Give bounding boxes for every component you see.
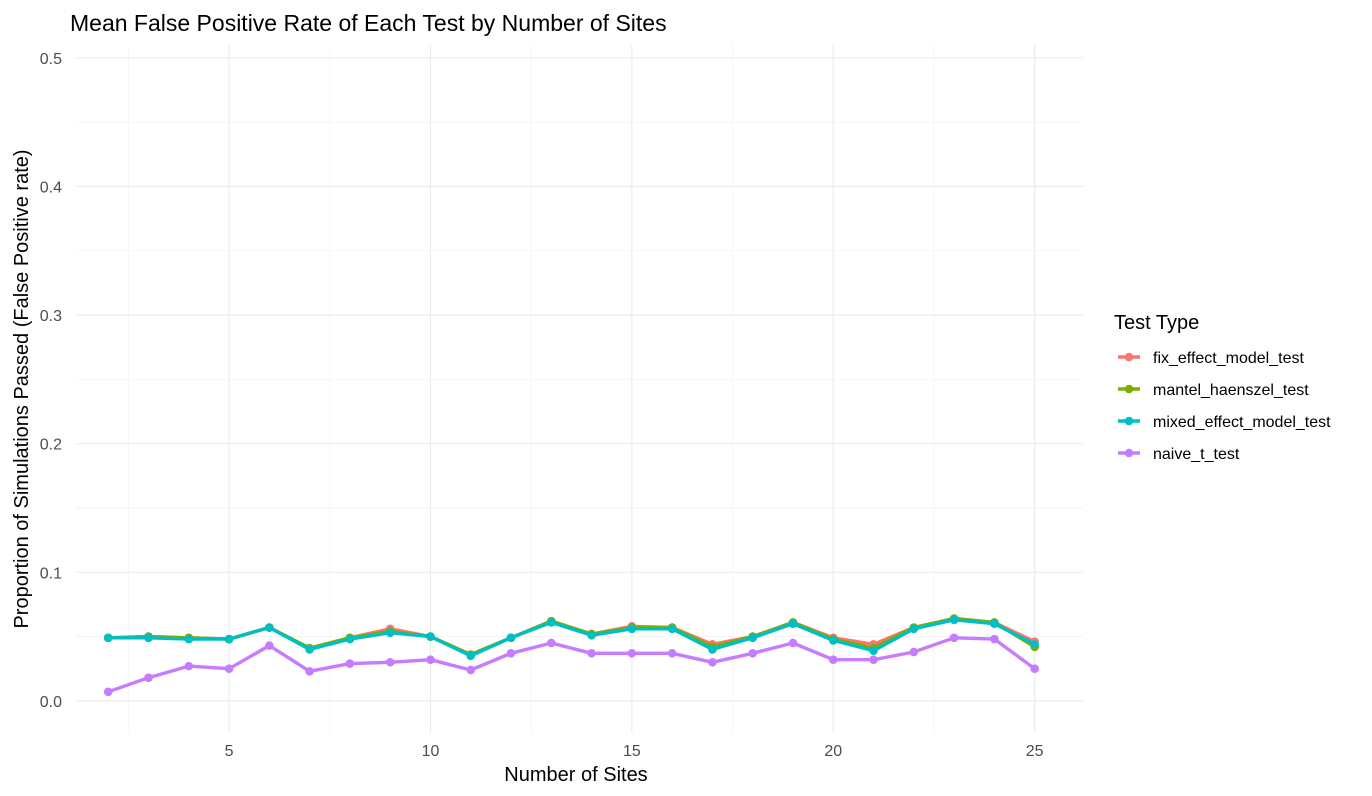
data-point [265,641,274,650]
data-point [345,634,355,644]
x-tick-label: 5 [225,743,234,760]
data-point [788,638,798,648]
legend-label: mantel_haenszel_test [1153,382,1309,399]
data-point [426,655,435,664]
data-point [949,615,959,625]
legend-label: naive_t_test [1153,446,1240,463]
chart-title: Mean False Positive Rate of Each Test by… [70,10,667,36]
data-point [990,619,999,628]
legend-key-point [1124,416,1134,426]
data-point [667,648,677,658]
x-axis-ticks: 5 10 15 20 25 [225,743,1044,760]
data-point [748,633,758,643]
data-point [828,655,838,664]
series-mixed_effect_model_test [103,615,1039,661]
data-point [305,645,314,654]
data-point [144,633,153,643]
data-point [466,651,476,661]
data-point [103,633,113,643]
y-tick-label: 0.2 [40,437,62,454]
data-point [103,687,113,697]
data-point [788,619,798,628]
data-point [1030,664,1039,674]
data-point [466,665,476,675]
data-point [385,628,395,637]
data-point [224,664,234,674]
data-point [547,638,556,648]
data-point [667,624,677,634]
data-point [869,655,878,664]
data-point [506,633,516,643]
data-point [828,636,838,645]
data-point [224,634,234,644]
data-point [627,624,637,634]
legend-key-point [1124,448,1134,458]
legend-title: Test Type [1114,312,1199,334]
x-tick-label: 25 [1026,743,1044,760]
legend-label: fix_effect_model_test [1153,350,1304,367]
data-point [587,648,596,658]
x-tick-label: 10 [422,743,440,760]
y-axis-title: Proportion of Simulations Passed (False … [11,149,33,628]
data-point [345,659,355,668]
data-point [184,634,194,644]
data-point [265,623,274,632]
y-tick-label: 0.1 [40,565,62,582]
legend-key-point [1124,384,1134,394]
y-axis-ticks: 0.0 0.1 0.2 0.3 0.4 0.5 [40,51,62,711]
grid [76,45,1083,733]
data-point [385,657,395,667]
data-point [949,633,959,643]
data-point [547,618,556,627]
legend-key-point [1124,352,1134,362]
data-point [708,645,717,654]
data-point [708,657,717,667]
legend-label: mixed_effect_model_test [1153,414,1331,431]
data-point [144,673,153,683]
legend-item: fix_effect_model_test [1118,350,1304,367]
y-tick-label: 0.0 [40,694,62,711]
x-tick-label: 20 [824,743,842,760]
data-point [184,661,194,671]
data-point [305,666,314,676]
data-point [748,648,758,658]
data-point [426,632,435,641]
legend-item: mixed_effect_model_test [1118,414,1331,431]
x-axis-title: Number of Sites [504,764,647,786]
data-point [506,648,516,658]
data-point [869,646,878,655]
series-naive_t_test [103,633,1039,697]
legend-item: mantel_haenszel_test [1118,382,1309,399]
data-point [909,647,919,657]
data-point [627,648,637,658]
legend: Test Type fix_effect_model_test mantel_ha… [1114,312,1331,463]
series-lines [103,614,1039,697]
series-line [106,636,1037,694]
y-tick-label: 0.4 [40,179,62,196]
data-point [909,624,919,634]
y-tick-label: 0.3 [40,308,62,325]
series-line [106,618,1037,658]
data-point [1030,639,1039,649]
x-tick-label: 15 [623,743,641,760]
data-point [990,634,999,644]
data-point [587,630,596,640]
y-tick-label: 0.5 [40,51,62,68]
legend-item: naive_t_test [1118,446,1240,463]
